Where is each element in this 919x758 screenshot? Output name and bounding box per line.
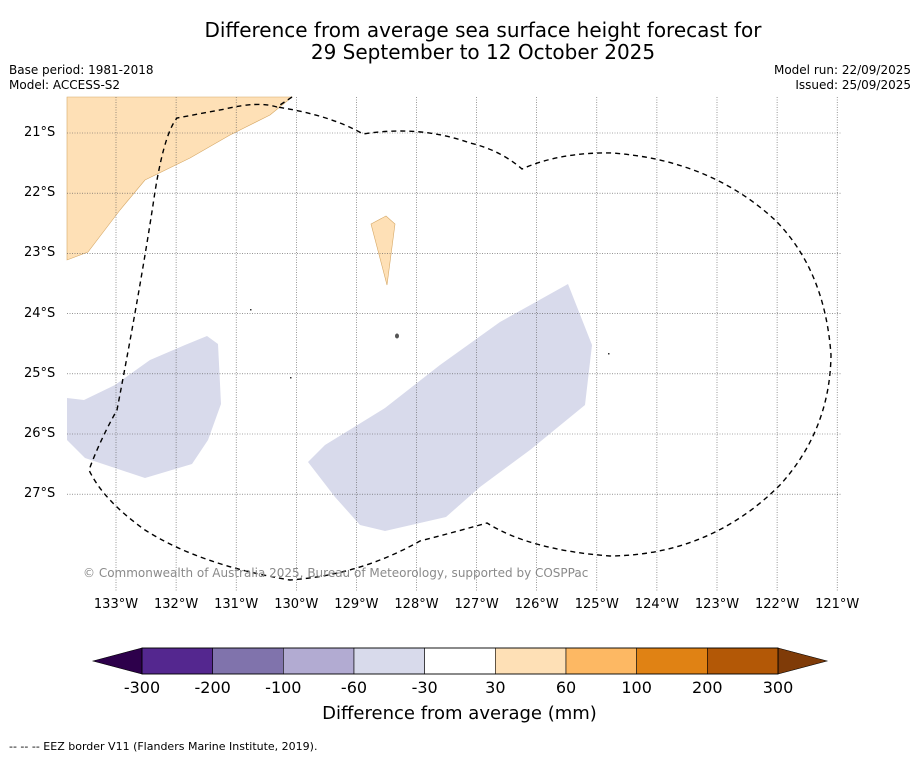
longitude-label: 133°W [93,597,139,612]
title-line-2: 29 September to 12 October 2025 [310,40,656,64]
colorbar-outline [141,647,779,675]
colorbar-tick-label: 30 [485,678,506,697]
latitude-label: 25°S [24,365,56,381]
longitude-label: 128°W [394,597,439,612]
colorbar-box [565,647,637,675]
longitude-label: 123°W [694,597,740,612]
longitude-label: 127°W [454,597,499,612]
chart-title: Difference from average sea surface heig… [0,19,919,63]
island-speck [290,377,292,379]
island-speck [250,309,252,311]
latitude-label: 22°S [24,185,56,201]
longitude-label: 122°W [755,597,800,612]
colorbar-tick-label: 200 [692,678,723,697]
eez-footnote: -- -- -- EEZ border V11 (Flanders Marine… [9,740,318,753]
colorbar-tick-label: 300 [762,678,794,697]
meta-left: Base period: 1981-2018 Model: ACCESS-S2 [9,63,154,93]
latitude-label: 27°S [24,486,56,502]
colorbar-tick-label: -60 [340,678,368,697]
colorbar-tick-label: 100 [621,678,652,697]
gridlines [67,97,842,592]
base-period: Base period: 1981-2018 [9,63,154,77]
colorbar-title: Difference from average (mm) [322,703,597,724]
colorbar-box [212,647,284,675]
latitude-label: 24°S [24,305,56,321]
longitude-label: 124°W [634,597,679,612]
central-negative-anomaly [308,284,592,531]
island-speck [395,333,399,339]
colorbar-tick-label: 60 [555,678,577,697]
colorbar-box [636,647,708,675]
latitude-label: 23°S [24,245,56,261]
longitude-label: 121°W [815,597,860,612]
colorbar-box [707,647,779,675]
colorbar [91,647,829,675]
longitude-label: 130°W [274,597,319,612]
model-run: Model run: 22/09/2025 [773,63,911,77]
colorbar-box [353,647,425,675]
model-name: Model: ACCESS-S2 [9,78,121,92]
colorbar-under-arrow [91,647,143,675]
issued-date: Issued: 25/09/2025 [795,78,911,92]
colorbar-tick-label: -200 [194,678,231,697]
small-island-positive-anomaly [370,215,396,286]
latitude-label: 26°S [24,426,56,441]
west-negative-anomaly [67,336,221,478]
colorbar-box [283,647,355,675]
colorbar-box [424,647,496,675]
colorbar-tick-label: -300 [123,678,161,697]
colorbar-tick-label: -100 [265,678,302,697]
colorbar-tick-label: -30 [411,678,438,697]
northwest-positive-anomaly [66,96,293,261]
eez-border [88,96,832,581]
longitude-label: 126°W [514,597,559,612]
latitude-label: 21°S [24,125,56,140]
colorbar-box [141,647,213,675]
colorbar-box [495,647,567,675]
copyright-notice: © Commonwealth of Australia 2025, Bureau… [83,566,589,580]
longitude-label: 131°W [214,597,259,612]
longitude-label: 129°W [334,597,379,612]
island-speck [608,353,610,355]
longitude-label: 125°W [574,597,619,612]
meta-right: Model run: 22/09/2025 Issued: 25/09/2025 [774,63,911,93]
title-line-1: Difference from average sea surface heig… [204,18,762,42]
colorbar-over-arrow [777,647,829,675]
longitude-label: 132°W [154,597,199,612]
